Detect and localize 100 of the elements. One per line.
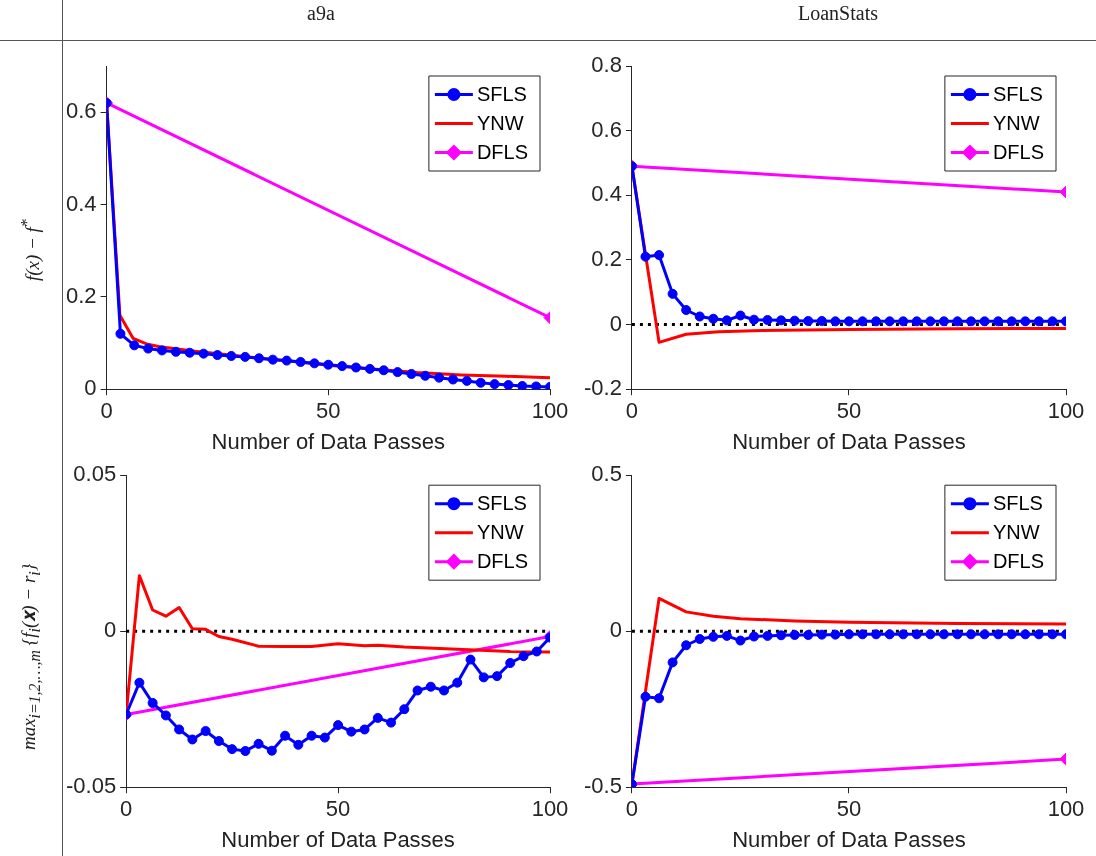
point	[448, 374, 458, 385]
legend-label: DFLS	[476, 141, 528, 164]
point	[505, 658, 516, 669]
point	[966, 316, 977, 327]
point	[489, 379, 500, 390]
point	[789, 629, 800, 640]
point	[667, 288, 678, 299]
point	[884, 629, 895, 640]
y-tick-label: 0	[84, 375, 97, 401]
point	[372, 712, 383, 723]
point	[425, 681, 436, 692]
point	[857, 316, 868, 327]
point	[160, 710, 171, 721]
point	[1020, 629, 1031, 640]
point	[830, 629, 841, 640]
point	[359, 724, 370, 735]
point	[993, 629, 1004, 640]
point	[708, 313, 719, 324]
legend-label: SFLS	[476, 83, 527, 106]
point	[708, 631, 719, 642]
point	[979, 629, 990, 640]
point	[721, 630, 732, 641]
chart-title: a9a	[306, 1, 336, 26]
point	[213, 736, 224, 747]
point	[681, 640, 692, 651]
point	[871, 629, 882, 640]
point	[115, 328, 126, 339]
point	[1033, 316, 1044, 327]
y-tick-label: 0.6	[591, 116, 622, 142]
point	[1006, 629, 1017, 640]
point	[364, 363, 375, 374]
point	[898, 629, 909, 640]
point	[337, 361, 348, 372]
x-tick-label: 50	[325, 796, 351, 822]
y-tick-label: -0.5	[583, 773, 622, 799]
legend-label: YNW	[992, 521, 1040, 544]
point	[735, 635, 746, 646]
y-tick-label: 0.5	[591, 461, 622, 487]
point	[254, 353, 265, 364]
point	[735, 310, 746, 321]
point	[1006, 316, 1017, 327]
point	[266, 745, 277, 756]
point	[281, 355, 292, 366]
point	[925, 629, 936, 640]
point	[898, 316, 909, 327]
point	[170, 346, 181, 357]
point	[212, 350, 223, 361]
point	[531, 381, 542, 390]
point	[253, 738, 264, 749]
point	[762, 630, 773, 641]
point	[830, 316, 841, 327]
point	[1020, 316, 1031, 327]
x-tick-label: 100	[531, 398, 569, 424]
point	[143, 343, 154, 354]
point	[979, 316, 990, 327]
legend-label: SFLS	[476, 492, 527, 515]
point	[174, 724, 185, 735]
point	[346, 726, 357, 737]
y-tick-label: -0.2	[583, 375, 622, 401]
y-tick-label: 0.6	[65, 98, 97, 124]
point	[925, 316, 936, 327]
point	[640, 691, 651, 702]
point	[694, 311, 705, 322]
point	[654, 693, 665, 704]
point	[681, 305, 692, 316]
y-tick-label: -0.05	[65, 773, 117, 799]
point	[884, 316, 895, 327]
point	[478, 672, 489, 683]
y-tick-label: 0	[609, 310, 622, 336]
point	[157, 345, 168, 356]
x-tick-label: 50	[316, 398, 341, 424]
point	[654, 250, 665, 261]
point	[640, 251, 651, 262]
point	[492, 671, 503, 682]
point	[816, 629, 827, 640]
x-tick-label: 50	[836, 398, 862, 424]
legend-label: DFLS	[476, 550, 528, 573]
point	[399, 704, 410, 715]
point	[749, 631, 759, 642]
point	[911, 316, 922, 327]
point	[351, 362, 362, 373]
point	[295, 356, 306, 367]
point	[452, 677, 463, 688]
point	[911, 629, 922, 640]
point	[200, 726, 211, 737]
point	[749, 314, 759, 325]
y-tick-label: 0	[609, 617, 622, 643]
point	[240, 351, 251, 362]
y-tick-label: 0.8	[591, 52, 622, 78]
y-tick-label: 0	[103, 617, 117, 643]
point	[816, 316, 827, 327]
point	[952, 629, 963, 640]
point	[306, 730, 317, 741]
y-tick-label: 0.2	[591, 245, 622, 271]
point	[952, 316, 963, 327]
point	[333, 720, 344, 731]
point	[420, 370, 431, 381]
x-axis-title: Number of Data Passes	[732, 428, 966, 454]
y-tick-label: 0.2	[65, 282, 97, 308]
legend-label: SFLS	[992, 83, 1043, 106]
